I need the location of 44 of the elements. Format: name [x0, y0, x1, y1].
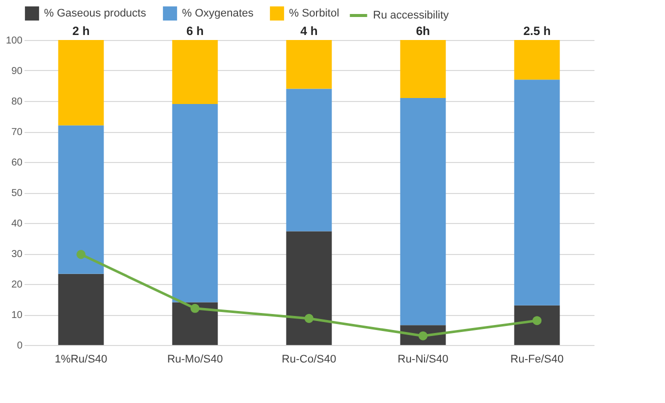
y-tick-label: 20 — [11, 280, 23, 290]
y-tick-label: 70 — [11, 127, 23, 138]
bar — [58, 274, 104, 345]
legend-label: % Sorbitol — [289, 7, 340, 20]
legend-label: % Gaseous products — [44, 7, 147, 20]
annotation: 2.5 h — [523, 24, 551, 38]
bar — [514, 80, 560, 306]
bar — [172, 40, 218, 104]
y-tick-label: 80 — [11, 96, 23, 108]
bar — [514, 305, 560, 345]
y-tick-label: 0 — [16, 340, 23, 352]
legend-label: % Oxygenates — [182, 7, 254, 20]
bar — [58, 40, 104, 126]
point — [190, 304, 200, 313]
x-tick-label: Ru-Fe/S40 — [510, 354, 564, 366]
x-tick-label: 1%Ru/S40 — [54, 354, 108, 366]
point — [532, 316, 542, 326]
annotation: 2 h — [72, 24, 90, 38]
point — [304, 314, 314, 323]
x-tick-label: Ru-Ni/S40 — [398, 354, 448, 366]
bar — [286, 231, 332, 345]
bar — [172, 104, 218, 302]
legend-label: Ru accessibility — [373, 10, 450, 22]
y-tick-label: 100 — [6, 36, 23, 46]
point — [418, 331, 428, 340]
bar — [400, 40, 446, 98]
bar — [172, 302, 218, 345]
bar — [514, 40, 560, 80]
annotation: 6h — [416, 24, 430, 38]
y-tick-label: 10 — [11, 310, 23, 321]
annotation: 6 h — [186, 24, 204, 38]
y-tick-label: 40 — [11, 218, 23, 230]
y-tick-label: 60 — [11, 158, 23, 168]
y-tick-label: 50 — [11, 188, 23, 199]
y-tick-label: 30 — [11, 249, 23, 260]
x-tick-label: Ru-Co/S40 — [282, 354, 336, 366]
bar — [286, 40, 332, 89]
y-tick-label: 90 — [11, 66, 23, 77]
bar — [286, 88, 332, 232]
bar — [400, 98, 446, 326]
bar — [58, 125, 104, 274]
x-tick-label: Ru-Mo/S40 — [167, 354, 223, 366]
point — [76, 250, 86, 259]
annotation: 4 h — [300, 24, 318, 38]
